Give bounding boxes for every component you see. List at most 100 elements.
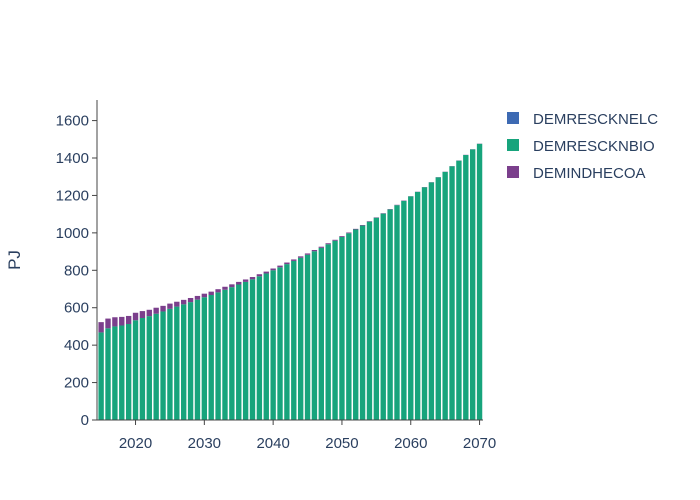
bar-demrescknbio-2044[interactable]	[297, 257, 304, 420]
bar-demindhecoa-2036[interactable]	[242, 279, 249, 282]
bar-demindhecoa-2051[interactable]	[346, 232, 352, 234]
bar-demindhecoa-2031[interactable]	[208, 291, 214, 295]
bar-demindhecoa-2029[interactable]	[194, 295, 201, 300]
legend-item-demrescknelc[interactable]: DEMRESCKNELC	[507, 111, 658, 128]
bar-demrescknbio-2051[interactable]	[346, 233, 352, 420]
legend[interactable]: DEMRESCKNELC DEMRESCKNBIO DEMINDHECOA	[507, 111, 658, 182]
bar-demrescknbio-2023[interactable]	[153, 313, 159, 420]
bar-demrescknbio-2037[interactable]	[249, 279, 256, 420]
bar-demrescknbio-2036[interactable]	[242, 281, 249, 420]
legend-item-demindhecoa[interactable]: DEMINDHECOA	[507, 165, 646, 182]
bar-demrescknbio-2019[interactable]	[125, 324, 132, 420]
bar-demrescknbio-2016[interactable]	[105, 328, 111, 420]
bar-demindhecoa-2043[interactable]	[291, 259, 297, 261]
bar-demindhecoa-2040[interactable]	[270, 268, 276, 271]
bar-demrescknbio-2068[interactable]	[463, 155, 469, 420]
bar-demindhecoa-2042[interactable]	[284, 262, 290, 265]
bar-demrescknbio-2069[interactable]	[470, 149, 476, 420]
bar-demrescknbio-2049[interactable]	[332, 240, 338, 420]
bar-demindhecoa-2049[interactable]	[332, 239, 338, 241]
bar-demrescknbio-2020[interactable]	[132, 320, 139, 420]
bar-demrescknbio-2017[interactable]	[112, 326, 118, 420]
bar-demrescknbio-2038[interactable]	[256, 276, 263, 420]
bar-demrescknbio-2058[interactable]	[394, 205, 400, 420]
bar-demrescknbio-2059[interactable]	[401, 200, 407, 420]
bar-demrescknbio-2064[interactable]	[435, 177, 441, 420]
bar-demindhecoa-2050[interactable]	[339, 236, 345, 237]
bar-demindhecoa-2032[interactable]	[215, 289, 221, 293]
bar-demrescknbio-2048[interactable]	[325, 244, 331, 420]
bar-demindhecoa-2015[interactable]	[98, 322, 104, 333]
bar-demrescknbio-2061[interactable]	[414, 191, 421, 420]
bar-demrescknbio-2047[interactable]	[318, 247, 324, 420]
legend-item-demrescknbio[interactable]: DEMRESCKNBIO	[507, 138, 655, 155]
bar-demindhecoa-2022[interactable]	[146, 309, 152, 317]
bar-demindhecoa-2016[interactable]	[105, 318, 111, 329]
bar-demrescknbio-2034[interactable]	[229, 287, 235, 420]
bar-demindhecoa-2019[interactable]	[125, 315, 132, 324]
bar-demindhecoa-2048[interactable]	[325, 243, 331, 245]
bar-demrescknbio-2063[interactable]	[428, 182, 435, 420]
bar-demrescknbio-2021[interactable]	[139, 318, 146, 420]
bar-demrescknbio-2028[interactable]	[187, 302, 194, 420]
bar-demindhecoa-2044[interactable]	[297, 256, 304, 258]
bar-demrescknbio-2065[interactable]	[442, 171, 448, 420]
bar-demrescknbio-2060[interactable]	[408, 196, 414, 420]
bar-demindhecoa-2052[interactable]	[353, 228, 359, 230]
bar-demindhecoa-2045[interactable]	[304, 253, 311, 255]
bar-demrescknbio-2039[interactable]	[263, 273, 269, 420]
bar-demrescknbio-2055[interactable]	[373, 217, 380, 420]
bar-demrescknbio-2027[interactable]	[181, 304, 187, 420]
bar-demindhecoa-2023[interactable]	[153, 307, 159, 314]
bar-demindhecoa-2034[interactable]	[229, 284, 235, 288]
bar-demindhecoa-2041[interactable]	[277, 265, 283, 268]
bar-demindhecoa-2053[interactable]	[359, 225, 366, 226]
bar-demrescknbio-2045[interactable]	[304, 254, 311, 420]
bar-demrescknbio-2043[interactable]	[291, 260, 297, 420]
bar-demindhecoa-2038[interactable]	[256, 274, 263, 277]
bar-demrescknbio-2066[interactable]	[449, 166, 455, 420]
bar-demrescknbio-2070[interactable]	[476, 143, 483, 421]
bar-demindhecoa-2017[interactable]	[112, 317, 118, 327]
bar-demrescknbio-2041[interactable]	[277, 267, 283, 420]
bar-demrescknbio-2054[interactable]	[366, 221, 373, 420]
bar-demindhecoa-2020[interactable]	[132, 312, 139, 321]
bar-demrescknbio-2042[interactable]	[284, 264, 290, 420]
bar-demrescknbio-2030[interactable]	[201, 297, 208, 420]
bar-demindhecoa-2047[interactable]	[318, 246, 324, 248]
bar-demindhecoa-2025[interactable]	[167, 303, 173, 309]
bar-demrescknbio-2026[interactable]	[174, 306, 180, 420]
bar-demrescknbio-2040[interactable]	[270, 270, 276, 420]
bar-demindhecoa-2035[interactable]	[236, 281, 242, 285]
bar-demindhecoa-2037[interactable]	[249, 277, 256, 280]
bar-demindhecoa-2024[interactable]	[160, 305, 166, 312]
bar-demrescknbio-2062[interactable]	[421, 187, 428, 420]
bar-demindhecoa-2028[interactable]	[187, 297, 194, 303]
bar-demrescknbio-2015[interactable]	[98, 332, 104, 420]
bar-demrescknbio-2018[interactable]	[119, 325, 125, 421]
bar-demrescknbio-2031[interactable]	[208, 294, 214, 420]
bar-demrescknbio-2050[interactable]	[339, 236, 345, 420]
bar-demrescknbio-2033[interactable]	[222, 289, 228, 420]
bar-demindhecoa-2046[interactable]	[311, 249, 318, 252]
bar-demrescknbio-2032[interactable]	[215, 292, 221, 420]
legend-swatch	[507, 112, 519, 124]
bar-demindhecoa-2033[interactable]	[222, 286, 228, 290]
bar-demrescknbio-2052[interactable]	[353, 229, 359, 421]
bar-demrescknbio-2022[interactable]	[146, 316, 152, 420]
bar-demindhecoa-2039[interactable]	[263, 271, 269, 274]
bar-demindhecoa-2027[interactable]	[181, 299, 187, 305]
bar-demindhecoa-2026[interactable]	[174, 301, 180, 307]
bar-demrescknbio-2056[interactable]	[380, 213, 386, 420]
bar-demrescknbio-2053[interactable]	[359, 225, 366, 420]
bar-demindhecoa-2021[interactable]	[139, 311, 146, 319]
bar-demindhecoa-2030[interactable]	[201, 293, 208, 298]
bar-demrescknbio-2046[interactable]	[311, 251, 318, 420]
bar-demrescknbio-2025[interactable]	[167, 308, 173, 420]
bar-demindhecoa-2018[interactable]	[119, 316, 125, 326]
bar-demrescknbio-2024[interactable]	[160, 311, 166, 420]
bar-demrescknbio-2067[interactable]	[456, 160, 462, 420]
bar-demrescknbio-2057[interactable]	[387, 209, 393, 420]
bar-demrescknbio-2029[interactable]	[194, 299, 201, 420]
bar-demrescknbio-2035[interactable]	[236, 284, 242, 420]
